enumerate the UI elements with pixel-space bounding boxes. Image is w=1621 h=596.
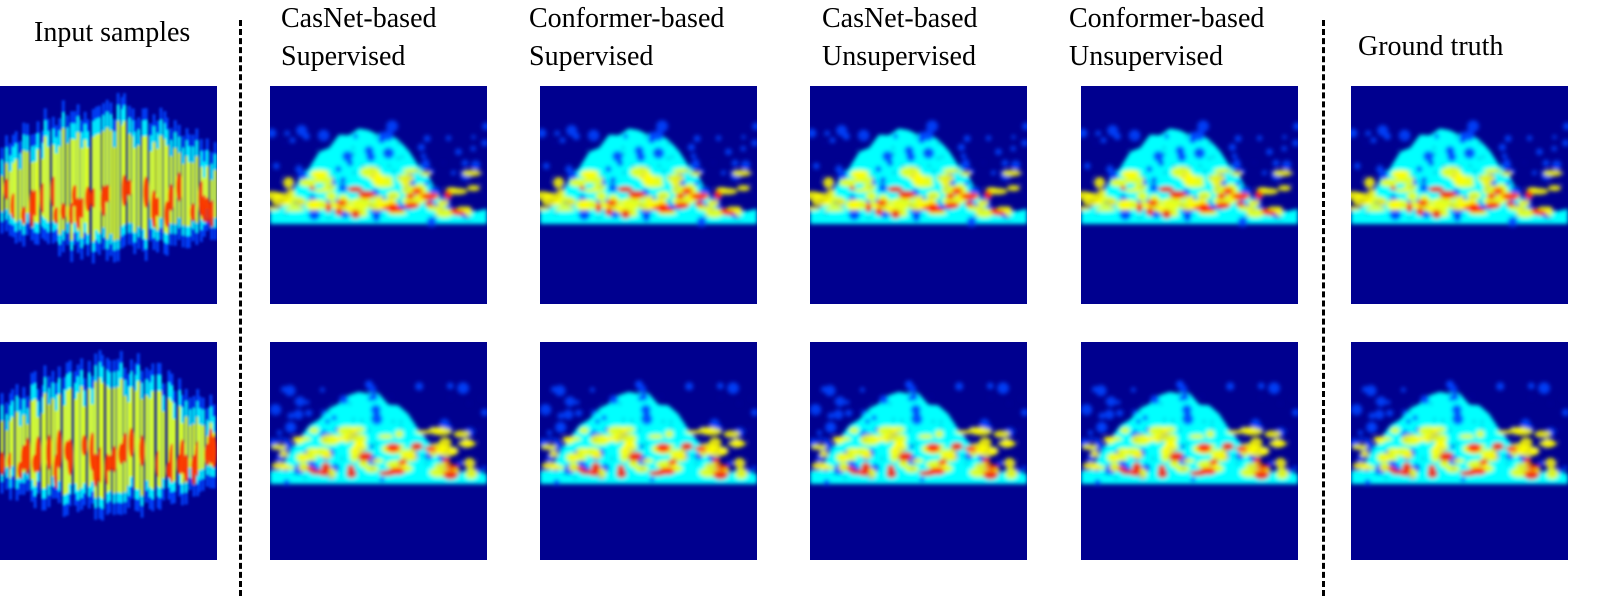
- column-label-conformer-unsupervised: Conformer-based Unsupervised: [1069, 0, 1264, 76]
- column-label-input: Input samples: [34, 14, 190, 52]
- column-label-conformer-supervised: Conformer-based Supervised: [529, 0, 724, 76]
- divider-right: [1322, 20, 1325, 596]
- casnet-supervised-row2: [270, 342, 487, 560]
- input-sample-row2: [0, 342, 217, 560]
- column-label-casnet-supervised: CasNet-based Supervised: [281, 0, 437, 76]
- casnet-unsupervised-row1: [810, 86, 1027, 304]
- divider-left: [239, 20, 242, 596]
- conformer-supervised-row2: [540, 342, 757, 560]
- input-sample-row1: [0, 86, 217, 304]
- column-label-casnet-unsupervised: CasNet-based Unsupervised: [822, 0, 978, 76]
- conformer-supervised-row1: [540, 86, 757, 304]
- conformer-unsupervised-row1: [1081, 86, 1298, 304]
- casnet-unsupervised-row2: [810, 342, 1027, 560]
- conformer-unsupervised-row2: [1081, 342, 1298, 560]
- ground-truth-row2: [1351, 342, 1568, 560]
- ground-truth-row1: [1351, 86, 1568, 304]
- casnet-supervised-row1: [270, 86, 487, 304]
- column-label-ground-truth: Ground truth: [1358, 28, 1503, 66]
